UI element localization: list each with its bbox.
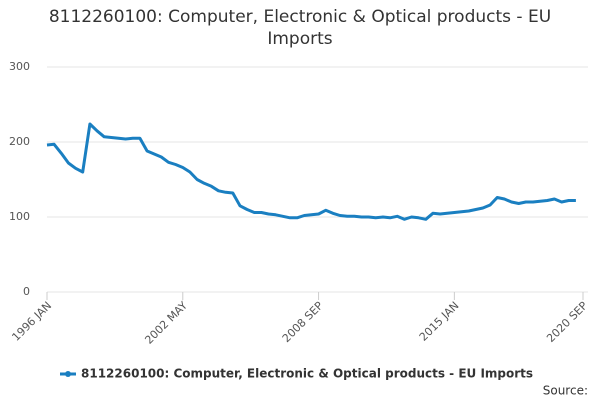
chart-title: 8112260100: Computer, Electronic & Optic… — [48, 7, 552, 49]
x-tick-label: 2008 SEP — [280, 299, 326, 345]
line — [46, 122, 576, 221]
y-tick-label: 300 — [9, 60, 30, 73]
y-tick-label: 100 — [9, 210, 30, 223]
x-tick-label: 2002 MAY — [142, 299, 190, 347]
y-tick-label: 200 — [9, 135, 30, 148]
legend-marker — [65, 371, 71, 377]
x-tick-label: 1996 JAN — [9, 299, 54, 344]
source: Source: — [543, 384, 588, 398]
legend-label: 8112260100: Computer, Electronic & Optic… — [81, 367, 533, 381]
x-tick-label: 2015 JAN — [417, 299, 462, 344]
y-tick-label: 0 — [23, 285, 30, 298]
x-tick-label: 2020 SEP — [544, 299, 590, 345]
